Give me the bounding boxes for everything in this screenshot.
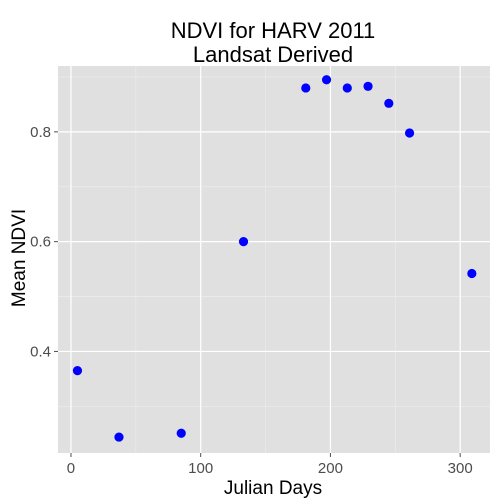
data-point bbox=[404, 128, 415, 138]
minor-gridlines bbox=[58, 66, 490, 453]
major-gridlines bbox=[58, 66, 490, 453]
data-point bbox=[321, 75, 332, 85]
data-point bbox=[114, 432, 124, 442]
data-point bbox=[238, 237, 249, 247]
x-tick-label: 100 bbox=[188, 460, 213, 477]
chart-title-line-1: NDVI for HARV 2011 bbox=[171, 18, 376, 43]
y-tick-label: 0.8 bbox=[30, 124, 51, 141]
plot-panel bbox=[58, 66, 490, 453]
y-axis-title: Mean NDVI bbox=[9, 209, 30, 307]
x-tick-label: 300 bbox=[448, 460, 473, 477]
data-point bbox=[467, 268, 477, 279]
data-points bbox=[72, 75, 477, 442]
data-point bbox=[72, 366, 83, 376]
x-axis-ticks: 0 100 200 300 bbox=[67, 453, 473, 477]
y-tick-label: 0.6 bbox=[30, 234, 51, 251]
data-point bbox=[176, 428, 186, 438]
data-point bbox=[363, 81, 373, 91]
data-point bbox=[384, 98, 394, 108]
y-tick-label: 0.4 bbox=[30, 343, 51, 360]
y-axis-ticks: 0.4 0.6 0.8 bbox=[30, 124, 58, 360]
data-point bbox=[301, 83, 311, 93]
data-point bbox=[342, 83, 352, 93]
x-tick-label: 0 bbox=[67, 460, 75, 477]
chart-title-line-2: Landsat Derived bbox=[193, 42, 353, 67]
x-axis-title: Julian Days bbox=[224, 478, 322, 499]
x-tick-label: 200 bbox=[318, 460, 343, 477]
